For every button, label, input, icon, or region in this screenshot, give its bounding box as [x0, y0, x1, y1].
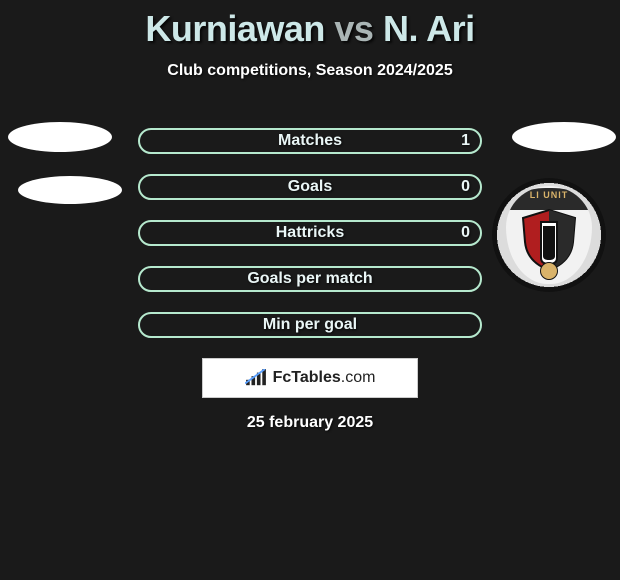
player1-name: Kurniawan: [145, 8, 325, 49]
player2-name: N. Ari: [383, 8, 475, 49]
stat-row-matches: Matches 1: [138, 128, 482, 154]
subtitle: Club competitions, Season 2024/2025: [0, 62, 620, 80]
badge-text: FcTables.com: [273, 369, 376, 387]
stat-value-p2: 0: [461, 224, 470, 242]
vs-text: vs: [334, 8, 373, 49]
stat-label: Goals: [288, 178, 332, 196]
page-title: Kurniawan vs N. Ari: [0, 0, 620, 50]
stat-label: Min per goal: [263, 316, 357, 334]
stats-rows: Matches 1 Goals 0 Hattricks 0 Goals per …: [0, 128, 620, 338]
badge-suffix: .com: [341, 369, 376, 386]
bar-chart-icon: [245, 369, 267, 387]
stat-row-hattricks: Hattricks 0: [138, 220, 482, 246]
fctables-badge[interactable]: FcTables.com: [202, 358, 418, 398]
stat-row-goals: Goals 0: [138, 174, 482, 200]
stat-value-p2: 0: [461, 178, 470, 196]
stat-label: Hattricks: [276, 224, 344, 242]
badge-brand: FcTables: [273, 369, 341, 386]
date-text: 25 february 2025: [0, 414, 620, 432]
stat-row-min-per-goal: Min per goal: [138, 312, 482, 338]
stat-label: Goals per match: [247, 270, 372, 288]
stat-value-p2: 1: [461, 132, 470, 150]
stat-row-goals-per-match: Goals per match: [138, 266, 482, 292]
stat-label: Matches: [278, 132, 342, 150]
